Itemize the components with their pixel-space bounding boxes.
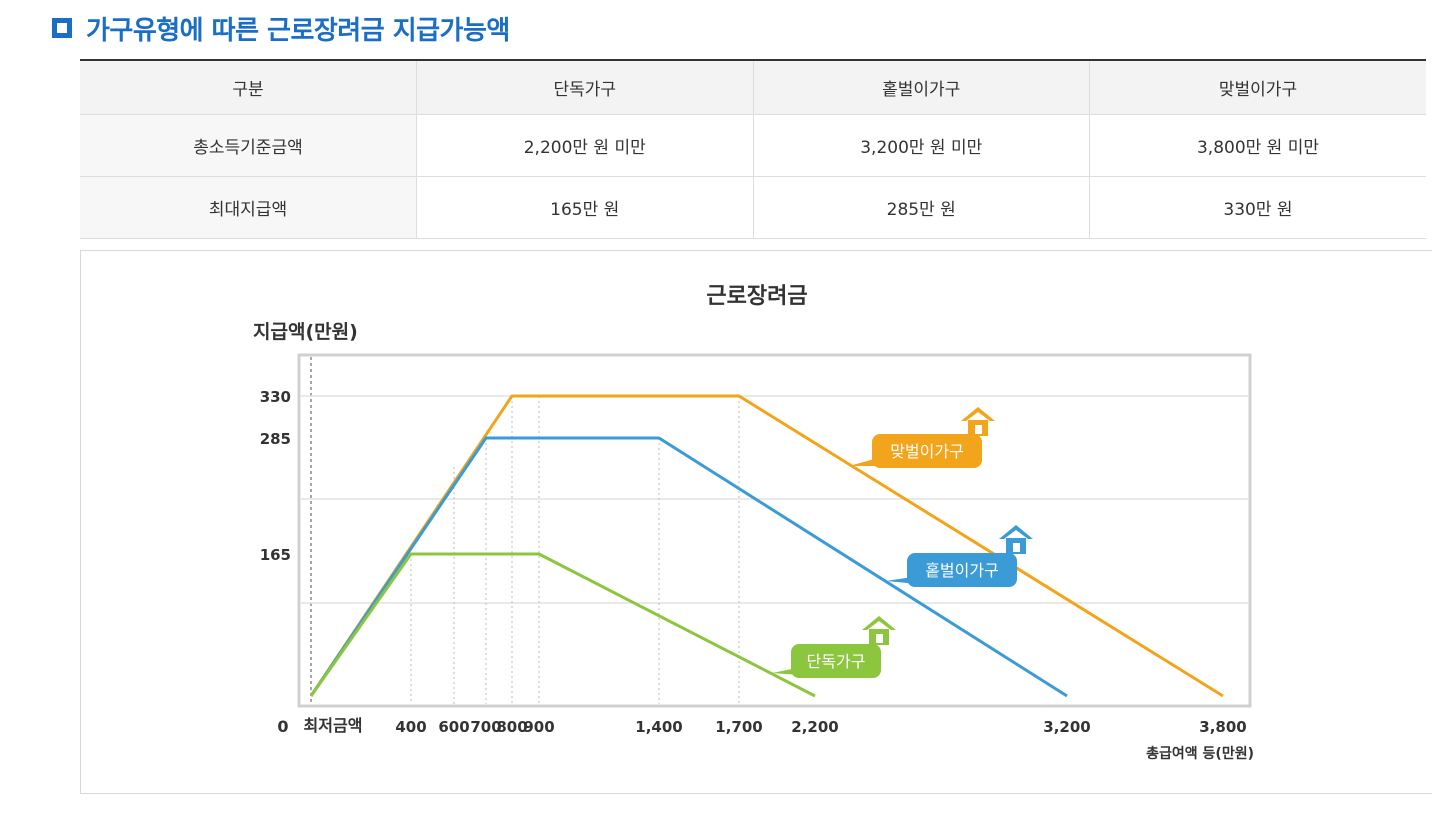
table-cell: 3,200만 원 미만 — [753, 114, 1090, 177]
series-lines — [309, 394, 1224, 698]
section-title: 가구유형에 따른 근로장려금 지급가능액 — [86, 15, 510, 46]
column-header: 단독가구 — [416, 60, 754, 115]
y-axis-title: 지급액(만원) — [253, 321, 358, 343]
x-tick-label: 900 — [523, 718, 554, 736]
plot-frame — [297, 353, 1252, 708]
table-cell: 285만 원 — [753, 176, 1090, 239]
series-callout: 단독가구 — [772, 616, 896, 678]
callout-label: 단독가구 — [807, 652, 866, 671]
house-roof — [862, 616, 896, 630]
house-door — [876, 634, 883, 643]
gridlines — [301, 395, 1248, 604]
house-icon — [999, 525, 1033, 554]
table-cell: 3,800만 원 미만 — [1089, 114, 1426, 177]
table-row: 최대지급액 165만 원 285만 원 330만 원 — [80, 176, 1426, 239]
house-roof — [999, 525, 1033, 539]
house-roof — [961, 407, 995, 421]
x-tick-label: 400 — [395, 718, 426, 736]
house-door — [975, 425, 982, 434]
y-tick-label: 330 — [260, 388, 291, 406]
x-tick-label: 700 — [470, 718, 501, 736]
y-tick-label: 165 — [260, 546, 291, 564]
y-tick-label: 285 — [260, 430, 291, 448]
house-door — [1013, 543, 1020, 552]
x-tick-label: 1,700 — [715, 718, 762, 736]
x-tick-label: 600 — [438, 718, 469, 736]
vertical-guides — [410, 396, 740, 704]
callout-bubble — [872, 434, 982, 468]
chart-title: 근로장려금 — [706, 284, 807, 309]
callout-bubble — [907, 553, 1017, 587]
table-header-row: 구분 단독가구 홑벌이가구 맞벌이가구 — [80, 60, 1426, 115]
section-heading: 가구유형에 따른 근로장려금 지급가능액 — [52, 8, 510, 48]
column-header: 홑벌이가구 — [753, 60, 1090, 115]
series-callout: 맞벌이가구 — [849, 407, 995, 468]
house-icon — [961, 407, 995, 436]
x-axis-title: 총급여액 등(만원) — [1146, 745, 1254, 762]
column-header: 맞벌이가구 — [1089, 60, 1426, 115]
table-cell: 2,200만 원 미만 — [416, 114, 754, 177]
x-tick-label: 800 — [496, 718, 527, 736]
y-tick-labels: 165 285 330 — [260, 388, 291, 564]
origin-label: 0 — [277, 717, 288, 736]
table-row: 총소득기준금액 2,200만 원 미만 3,200만 원 미만 3,800만 원… — [80, 114, 1426, 177]
series-callout: 홑벌이가구 — [886, 525, 1033, 587]
x-tick-label: 3,800 — [1199, 718, 1246, 736]
callout-bubble — [791, 644, 881, 678]
column-header: 구분 — [80, 60, 417, 115]
chart-panel: 근로장려금 지급액(만원) 400 600 700 800 900 1,400 1,700 2… — [80, 250, 1432, 794]
table-cell: 165만 원 — [416, 176, 754, 239]
callout-label: 맞벌이가구 — [890, 442, 964, 461]
row-label: 최대지급액 — [80, 176, 417, 239]
benefit-table: 구분 단독가구 홑벌이가구 맞벌이가구 총소득기준금액 2,200만 원 미만 … — [80, 59, 1426, 239]
x-tick-label: 1,400 — [635, 718, 682, 736]
series-line — [309, 436, 1068, 698]
x-tick-label: 2,200 — [791, 718, 838, 736]
table-cell: 330만 원 — [1089, 176, 1426, 239]
x-tick-label: 3,200 — [1043, 718, 1090, 736]
series-line — [309, 552, 816, 698]
row-label: 총소득기준금액 — [80, 114, 417, 177]
min-amount-label: 최저금액 — [304, 716, 363, 735]
house-icon — [862, 616, 896, 645]
square-bullet-icon — [52, 18, 72, 38]
callout-label: 홑벌이가구 — [925, 561, 999, 580]
